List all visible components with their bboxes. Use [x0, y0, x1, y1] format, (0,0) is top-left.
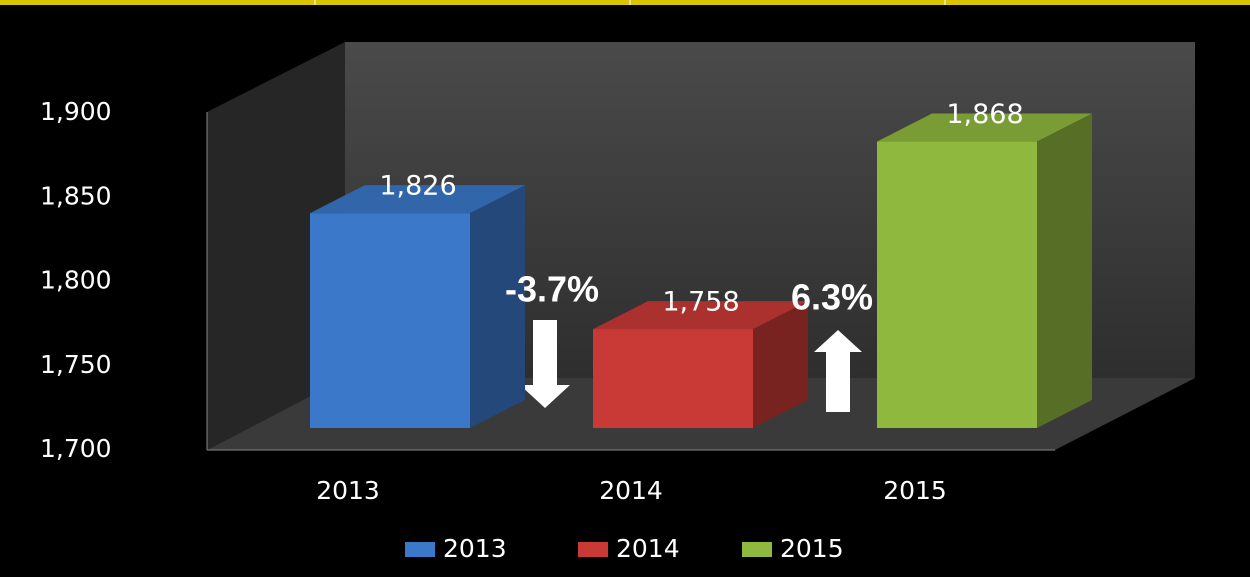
annotation: -3.7% — [505, 269, 599, 310]
y-tick-label: 1,700 — [40, 434, 112, 463]
bar — [310, 213, 470, 428]
bar — [593, 329, 753, 428]
bar-side — [470, 185, 525, 428]
legend-swatch — [742, 542, 772, 557]
y-tick-label: 1,850 — [40, 181, 112, 210]
plot — [310, 113, 1092, 428]
data-label: 1,826 — [379, 171, 456, 202]
data-label: 1,868 — [946, 99, 1023, 130]
x-tick-label: 2014 — [599, 476, 663, 505]
y-tick-label: 1,750 — [40, 350, 112, 379]
legend-label: 2014 — [616, 534, 680, 563]
y-tick-label: 1,800 — [40, 266, 112, 295]
y-tick-label: 1,900 — [40, 97, 112, 126]
bar-top — [593, 301, 808, 330]
bar-top — [877, 113, 1092, 142]
x-tick-label: 2015 — [883, 476, 947, 505]
bar-side — [753, 301, 808, 428]
down-arrow — [520, 320, 570, 408]
data-label: 1,758 — [662, 287, 739, 318]
annotation: 6.3% — [791, 277, 873, 318]
bar-top — [310, 185, 525, 214]
legend-label: 2015 — [780, 534, 844, 563]
x-tick-label: 2013 — [316, 476, 380, 505]
bar — [877, 141, 1037, 428]
bar-side — [1037, 113, 1092, 428]
up-arrow — [814, 330, 862, 412]
legend-label: 2013 — [443, 534, 507, 563]
legend-swatch — [578, 542, 608, 557]
top-strip — [0, 0, 1250, 5]
legend-swatch — [405, 542, 435, 557]
